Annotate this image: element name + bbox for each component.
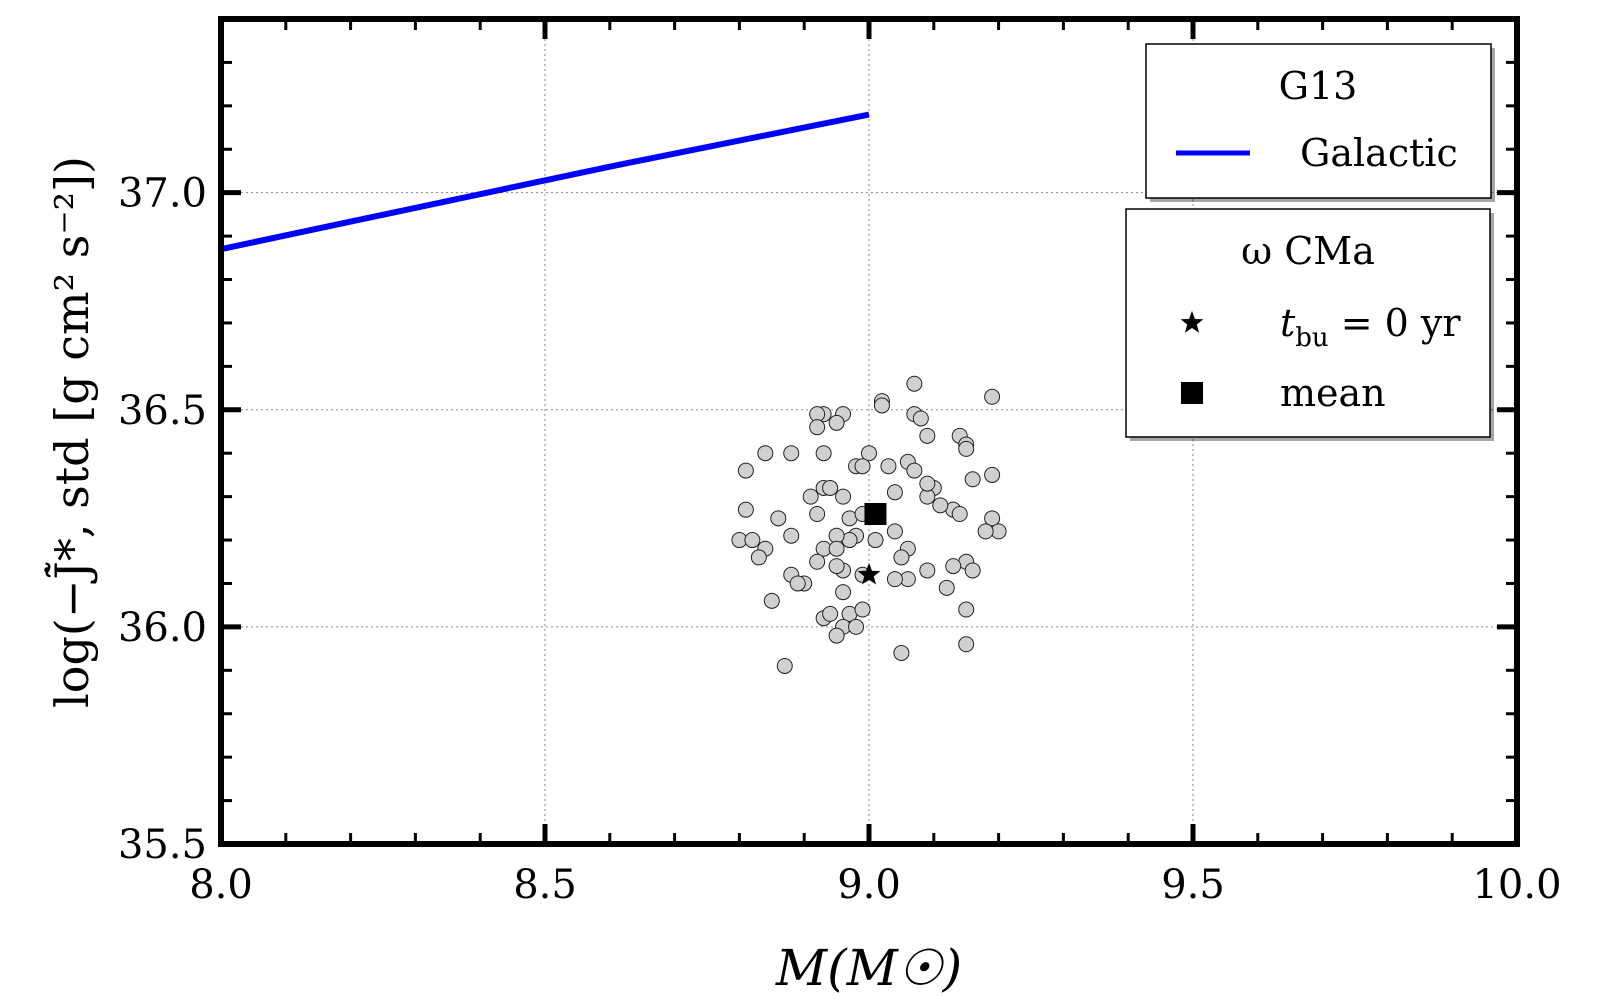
sample-point [886, 523, 903, 540]
sample-point [763, 592, 780, 609]
y-tick-label: 36.0 [118, 605, 207, 651]
sample-point [828, 627, 845, 644]
legend-omega-cma: ω CMa tbu = 0 yr mean [1125, 208, 1494, 441]
tbu-star-point [857, 562, 881, 585]
sample-point [750, 549, 767, 566]
x-tick-label: 10.0 [1472, 862, 1561, 908]
sample-point [938, 579, 955, 596]
sample-point [815, 445, 832, 462]
sample-point [977, 523, 994, 540]
sample-point [828, 414, 845, 431]
sample-point [958, 601, 975, 618]
plot-frame [218, 16, 1520, 847]
sample-point [809, 506, 826, 522]
galactic-line [220, 111, 870, 253]
sample-point [958, 636, 975, 653]
sample-point [867, 532, 884, 549]
sample-point [873, 397, 890, 414]
sample-point [886, 484, 903, 501]
sample-point [835, 488, 852, 505]
legend-star-marker [1180, 311, 1204, 333]
x-tick-label: 9.0 [837, 862, 901, 908]
sample-point [744, 532, 761, 549]
sample-point [848, 618, 865, 635]
legend-tbu-label: tbu = 0 yr [1280, 301, 1461, 353]
sample-point [861, 445, 877, 462]
legend-tbu-symbol: t [1280, 301, 1296, 345]
legend-mean-marker [1181, 382, 1203, 404]
x-tick-label: 8.5 [513, 862, 577, 908]
sample-point [919, 475, 936, 492]
sample-point [906, 375, 923, 392]
x-tick-labels: 8.0 8.5 9.0 9.5 10.0 [189, 862, 1561, 908]
sample-point [783, 527, 800, 544]
sample-point [809, 419, 826, 436]
y-tick-labels: 35.5 36.0 36.5 37.0 [118, 171, 207, 868]
sample-point [951, 506, 968, 522]
x-axis-title: M(M☉) [775, 939, 962, 997]
sample-point [984, 388, 1001, 405]
legend-g13-title: G13 [1279, 64, 1358, 108]
sample-point [984, 510, 1001, 527]
x-tick-label: 9.5 [1161, 862, 1225, 908]
legend-g13: G13 Galactic [1145, 43, 1495, 202]
sample-point [964, 562, 981, 579]
sample-point [906, 462, 923, 479]
sample-point [893, 549, 910, 566]
x-tick-label: 8.0 [189, 862, 253, 908]
legend-omega-title: ω CMa [1241, 229, 1375, 273]
y-tick-label: 36.5 [118, 388, 207, 434]
sample-point [783, 445, 800, 462]
sample-point [854, 458, 871, 475]
sample-point [919, 427, 936, 444]
sample-point [822, 479, 839, 496]
sample-point [802, 488, 819, 505]
sample-point [737, 501, 754, 518]
sample-point [770, 510, 787, 527]
sample-point [912, 410, 929, 427]
sample-point [964, 471, 981, 488]
legend-mean-label: mean [1280, 371, 1386, 415]
sample-point [737, 462, 754, 479]
y-axis-title: log(−J̃̇*, std [g cm² s⁻²]) [43, 156, 99, 708]
sample-point [932, 497, 949, 514]
sample-point [776, 657, 793, 674]
sample-point [945, 558, 962, 575]
y-tick-label: 37.0 [118, 171, 207, 217]
y-tick-label: 35.5 [118, 822, 207, 868]
legend-tbu-subscript: bu [1295, 323, 1328, 353]
sample-point [880, 458, 897, 475]
sample-point [886, 571, 903, 588]
plot-content [220, 111, 1007, 674]
sample-point [828, 558, 845, 575]
sample-point [835, 584, 852, 601]
sample-point [809, 553, 826, 570]
sample-point [893, 644, 910, 661]
sample-point [789, 575, 806, 592]
legend-galactic-label: Galactic [1300, 131, 1458, 175]
sample-point [822, 605, 839, 622]
sample-point [828, 540, 845, 557]
legend-tbu-rest: = 0 yr [1329, 301, 1462, 345]
sample-point [984, 466, 1001, 483]
sample-point [757, 445, 774, 462]
sample-point [854, 601, 871, 618]
sample-point [958, 440, 975, 457]
mean-square-point [864, 503, 887, 525]
sample-point [919, 562, 936, 579]
